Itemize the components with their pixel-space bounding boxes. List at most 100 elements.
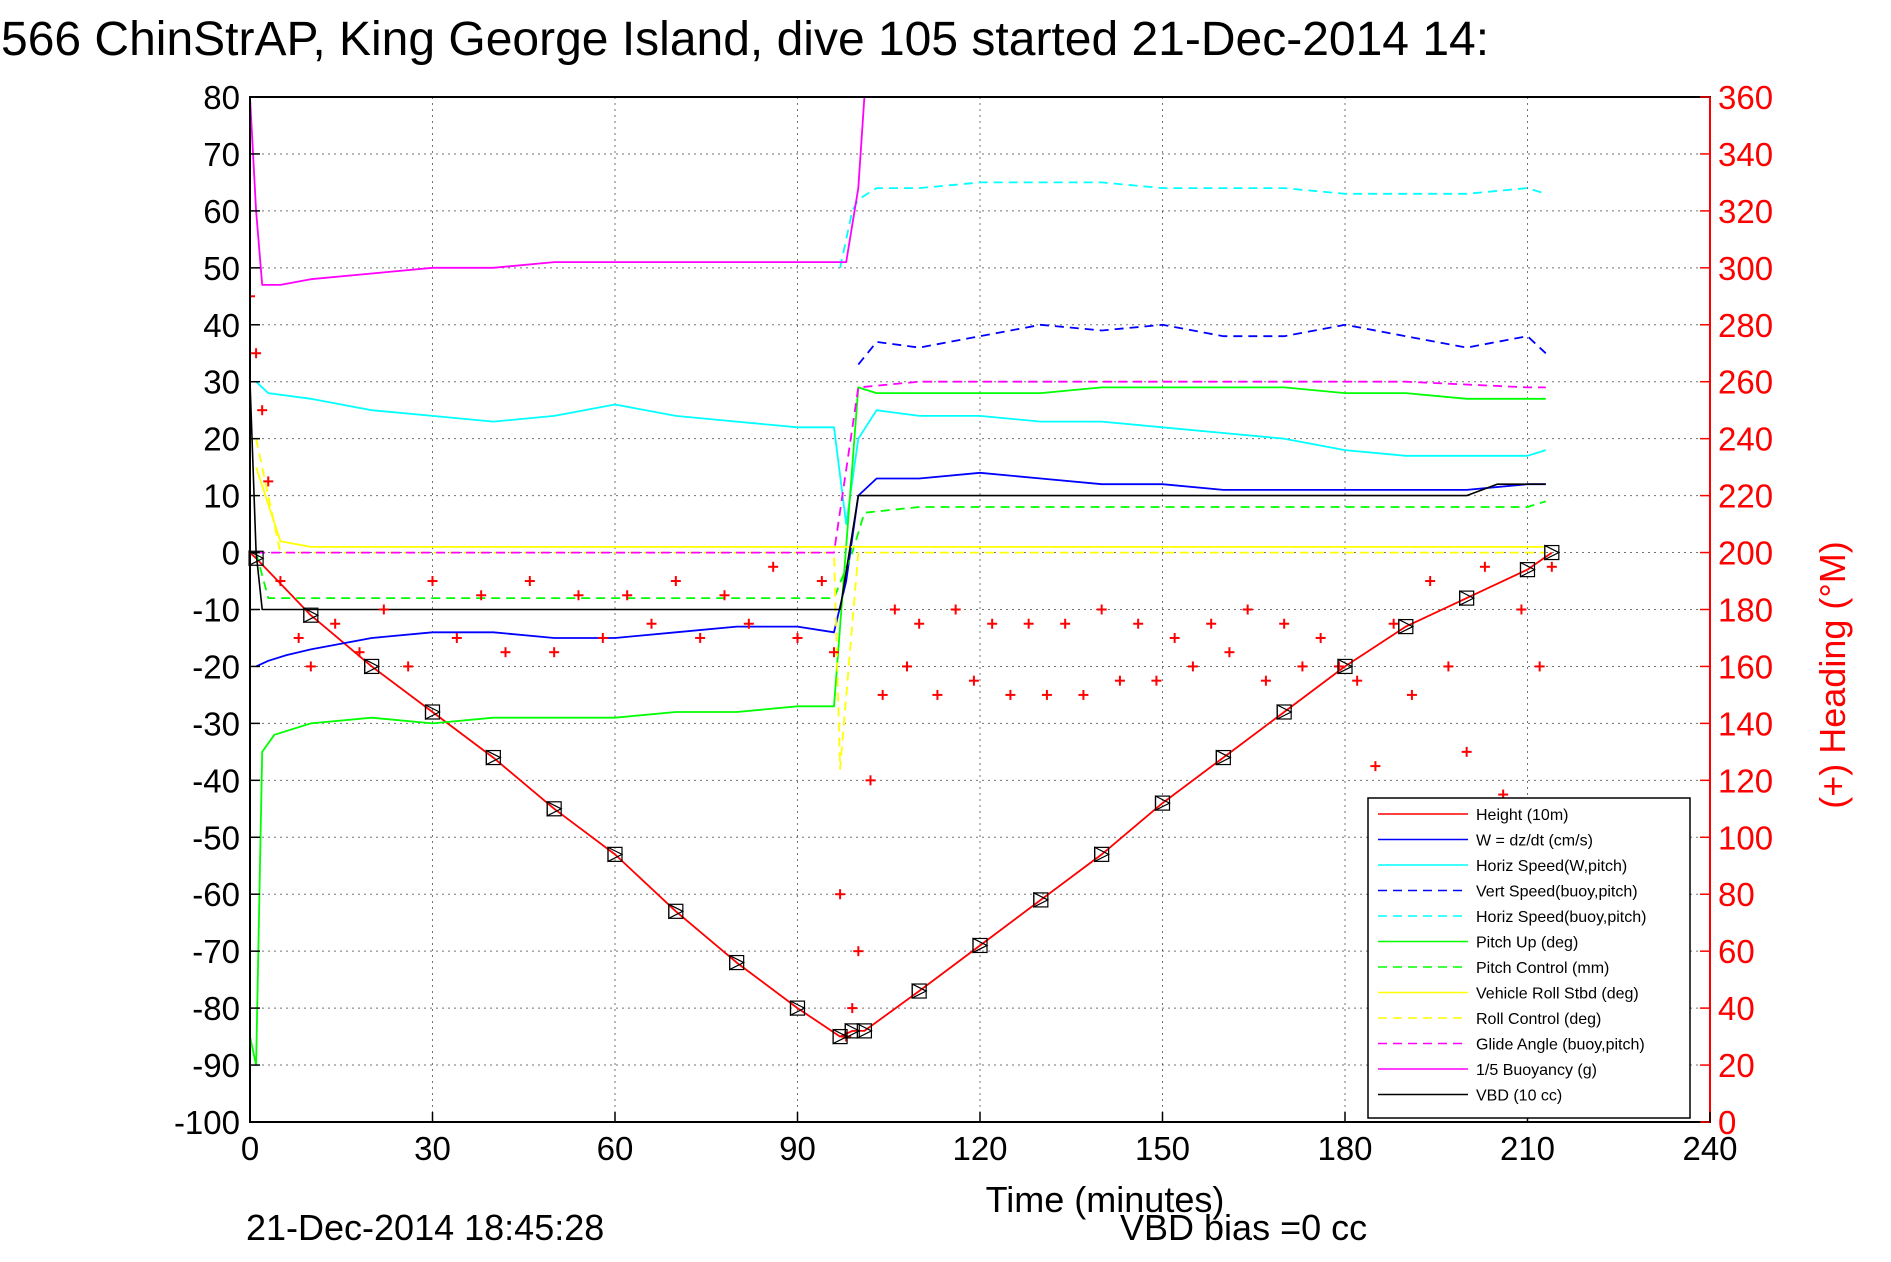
x-tick-label: 150 [1135, 1130, 1190, 1167]
heading-marker [500, 647, 511, 658]
x-tick-label: 120 [952, 1130, 1007, 1167]
heading-marker [719, 590, 730, 601]
y-tick-label: 30 [203, 364, 240, 401]
y-tick-label: 60 [203, 193, 240, 230]
y-tick-label: -50 [192, 819, 240, 856]
x-axis-ticks: 0 30 60 90 120 150 180 210 240 [241, 1112, 1738, 1167]
legend-label: Glide Angle (buoy,pitch) [1476, 1037, 1645, 1054]
right-tick-label: 260 [1718, 364, 1773, 401]
right-tick-label: 280 [1718, 307, 1773, 344]
right-tick-label: 300 [1718, 250, 1773, 287]
heading-marker [1297, 661, 1308, 672]
series-1-5-buoyancy-g [250, 97, 866, 286]
heading-marker [1279, 618, 1290, 629]
heading-marker [1443, 661, 1454, 672]
y-tick-label: -80 [192, 990, 240, 1027]
heading-marker [1388, 618, 1399, 629]
legend-label: W = dz/dt (cm/s) [1476, 833, 1593, 850]
legend: Height (10m) W = dz/dt (cm/s) Horiz Speed(… [1367, 797, 1691, 1119]
height-marker [789, 1000, 806, 1017]
height-marker [668, 903, 685, 920]
dive-markers [248, 544, 1561, 1045]
heading-marker [250, 291, 255, 302]
right-tick-label: 0 [1718, 1104, 1736, 1141]
legend-label: Pitch Control (mm) [1476, 960, 1609, 977]
heading-marker [877, 689, 888, 700]
y-tick-label: -40 [192, 762, 240, 799]
right-tick-label: 20 [1718, 1047, 1755, 1084]
heading-marker [1133, 618, 1144, 629]
height-marker [1094, 846, 1111, 863]
y-tick-label: 70 [203, 136, 240, 173]
height-marker [972, 937, 989, 954]
y-tick-label: -100 [174, 1104, 240, 1141]
heading-marker [792, 632, 803, 643]
heading-marker [914, 618, 925, 629]
footer-timestamp: 21-Dec-2014 18:45:28 [246, 1207, 604, 1248]
heading-marker [1546, 561, 1557, 572]
heading-marker [1224, 647, 1235, 658]
heading-marker [1333, 661, 1344, 672]
legend-label: VBD (10 cc) [1476, 1088, 1562, 1105]
right-tick-label: 320 [1718, 193, 1773, 230]
legend-item-pitch-control-mm: Pitch Control (mm) [1378, 960, 1609, 977]
height-marker [1519, 561, 1536, 578]
heading-marker [1060, 618, 1071, 629]
heading-marker [1406, 689, 1417, 700]
right-tick-label: 60 [1718, 933, 1755, 970]
heading-marker [1352, 675, 1363, 686]
height-marker [303, 607, 320, 624]
series-horiz-speed-buoy-pitch [839, 181, 1547, 268]
heading-marker [1096, 604, 1107, 615]
heading-marker [950, 604, 961, 615]
legend-label: Height (10m) [1476, 807, 1568, 824]
y-tick-label: -30 [192, 705, 240, 742]
heading-marker [646, 618, 657, 629]
heading-marker [1534, 661, 1545, 672]
y-tick-label: -90 [192, 1047, 240, 1084]
heading-markers [250, 291, 1557, 1042]
right-tick-label: 240 [1718, 421, 1773, 458]
heading-marker [1370, 761, 1381, 772]
legend-label: Horiz Speed(buoy,pitch) [1476, 909, 1646, 926]
x-tick-label: 60 [597, 1130, 634, 1167]
right-tick-label: 80 [1718, 876, 1755, 913]
chart-title: 566 ChinStrAP, King George Island, dive … [1, 13, 1489, 66]
right-tick-label: 120 [1718, 762, 1773, 799]
left-axis-ticks: 80 70 60 50 40 30 20 10 0 -10 -20 -30 -40 -50 -60 -70 -8… [174, 79, 260, 1141]
legend-item-glide-angle-buoy-pitch: Glide Angle (buoy,pitch) [1378, 1037, 1645, 1054]
x-tick-label: 210 [1500, 1130, 1555, 1167]
heading-marker [1023, 618, 1034, 629]
heading-marker [743, 618, 754, 629]
height-marker [1337, 658, 1354, 675]
legend-label: Vehicle Roll Stbd (deg) [1476, 986, 1639, 1003]
height-marker [1276, 704, 1293, 720]
height-marker [1033, 891, 1050, 908]
heading-marker [573, 590, 584, 601]
series-vbd-10-cc [250, 381, 1546, 611]
right-tick-label: 40 [1718, 990, 1755, 1027]
series-glide-angle-buoy-pitch [256, 380, 1546, 554]
series-horiz-speed-w-pitch [255, 381, 1547, 525]
legend-item-w-dz-dt-cm-s: W = dz/dt (cm/s) [1378, 833, 1593, 850]
right-tick-label: 100 [1718, 819, 1773, 856]
heading-marker [451, 632, 462, 643]
x-axis-label: Time (minutes) [986, 1179, 1225, 1220]
series-vehicle-roll-stbd-deg [255, 466, 1546, 548]
heading-marker [257, 405, 268, 416]
heading-marker [305, 661, 316, 672]
height-marker [856, 1022, 873, 1039]
height-marker [1215, 749, 1232, 766]
legend-item-pitch-up-deg: Pitch Up (deg) [1378, 935, 1578, 952]
heading-marker [1041, 689, 1052, 700]
y-tick-label: 80 [203, 79, 240, 116]
height-marker [1398, 618, 1415, 635]
legend-item-1-5-buoyancy-g: 1/5 Buoyancy (g) [1378, 1062, 1597, 1079]
y-tick-label: -20 [192, 648, 240, 685]
right-tick-label: 160 [1718, 648, 1773, 685]
heading-marker [932, 689, 943, 700]
series-pitch-control-mm [255, 500, 1547, 599]
height-marker [1544, 544, 1561, 561]
height-marker [1154, 795, 1171, 812]
y-tick-label: -70 [192, 933, 240, 970]
